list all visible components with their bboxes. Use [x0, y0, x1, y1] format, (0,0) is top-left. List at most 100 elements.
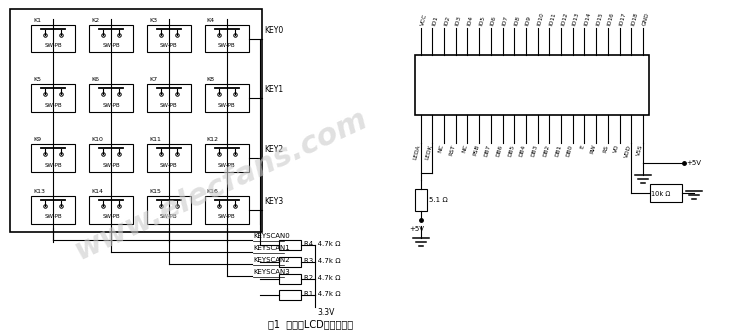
Text: IO7: IO7 [502, 15, 509, 27]
Text: K10: K10 [91, 137, 103, 142]
Text: K4: K4 [207, 17, 214, 23]
Text: IO9: IO9 [525, 15, 533, 27]
Text: KEYSCAN1: KEYSCAN1 [254, 245, 290, 251]
Text: K2: K2 [91, 17, 99, 23]
Bar [89, 25, 133, 52]
Text: KEYSCAN2: KEYSCAN2 [254, 257, 290, 263]
Text: IO2: IO2 [443, 15, 450, 27]
Text: IO15: IO15 [595, 12, 603, 27]
Text: IO13: IO13 [572, 12, 580, 27]
Text: IO5: IO5 [478, 15, 485, 27]
Text: K14: K14 [91, 189, 103, 194]
Text: IO17: IO17 [619, 12, 627, 27]
Text: K12: K12 [207, 137, 219, 142]
Text: K1: K1 [33, 17, 42, 23]
Text: NC: NC [438, 144, 445, 154]
Text: R2  4.7k Ω: R2 4.7k Ω [304, 275, 341, 281]
Bar [415, 189, 427, 211]
Text: DB3: DB3 [531, 144, 539, 157]
Text: SW-PB: SW-PB [160, 214, 177, 219]
Text: DB7: DB7 [484, 144, 492, 157]
Text: R1  4.7k Ω: R1 4.7k Ω [304, 291, 341, 297]
Text: RST: RST [449, 144, 457, 156]
Text: K16: K16 [207, 189, 219, 194]
Bar [10, 9, 263, 232]
Bar [205, 144, 249, 172]
Text: K13: K13 [33, 189, 45, 194]
Bar [205, 84, 249, 112]
Text: K11: K11 [149, 137, 161, 142]
Bar [89, 84, 133, 112]
Text: SW-PB: SW-PB [218, 103, 235, 108]
Text: 3.3V: 3.3V [318, 308, 335, 318]
Text: SW-PB: SW-PB [102, 163, 120, 168]
Bar [280, 291, 301, 300]
Text: R3  4.7k Ω: R3 4.7k Ω [304, 258, 341, 264]
Text: KEYSCAN0: KEYSCAN0 [254, 233, 290, 239]
Text: PSB: PSB [473, 144, 480, 156]
Text: DB1: DB1 [554, 144, 562, 157]
Text: 10k Ω: 10k Ω [651, 191, 671, 197]
Text: 图1  键盘和LCD接口电路图: 图1 键盘和LCD接口电路图 [268, 319, 352, 329]
Text: VCC: VCC [420, 13, 427, 27]
Text: IO16: IO16 [607, 12, 615, 27]
Text: SW-PB: SW-PB [102, 214, 120, 219]
Text: IO12: IO12 [560, 12, 568, 27]
Text: IO18: IO18 [630, 12, 639, 27]
Text: K5: K5 [33, 77, 42, 82]
Text: K8: K8 [207, 77, 214, 82]
Text: K6: K6 [91, 77, 99, 82]
Text: SW-PB: SW-PB [218, 43, 235, 48]
Bar [31, 196, 75, 224]
Text: K7: K7 [149, 77, 157, 82]
Text: SW-PB: SW-PB [160, 103, 177, 108]
Text: 5.1 Ω: 5.1 Ω [429, 197, 447, 203]
Text: K15: K15 [149, 189, 161, 194]
Text: RS: RS [602, 144, 609, 153]
Text: SW-PB: SW-PB [45, 163, 62, 168]
Text: K3: K3 [149, 17, 157, 23]
Text: +5V: +5V [409, 226, 424, 232]
Text: SW-PB: SW-PB [160, 163, 177, 168]
Bar [205, 25, 249, 52]
Bar [415, 55, 649, 115]
Text: IO11: IO11 [548, 12, 556, 27]
Text: R4  4.7k Ω: R4 4.7k Ω [304, 241, 341, 247]
Bar [280, 257, 301, 266]
Text: SW-PB: SW-PB [45, 43, 62, 48]
Text: KEYSCAN3: KEYSCAN3 [254, 268, 290, 275]
Text: www.elecfans.com: www.elecfans.com [70, 104, 372, 266]
Bar [31, 144, 75, 172]
Text: VSS: VSS [636, 144, 644, 157]
Text: E: E [580, 144, 585, 149]
Text: VDD: VDD [624, 144, 632, 158]
Text: SW-PB: SW-PB [102, 43, 120, 48]
Text: KEY2: KEY2 [264, 145, 283, 154]
Text: IO4: IO4 [467, 15, 474, 27]
Bar [147, 144, 191, 172]
Text: KEY1: KEY1 [264, 85, 283, 94]
Text: LEDA: LEDA [413, 144, 421, 160]
Text: SW-PB: SW-PB [45, 214, 62, 219]
Text: IO8: IO8 [513, 15, 521, 27]
Text: SW-PB: SW-PB [218, 214, 235, 219]
Bar [89, 196, 133, 224]
Text: RW: RW [590, 144, 597, 155]
Text: DB4: DB4 [519, 144, 527, 157]
Text: NC: NC [462, 144, 468, 154]
Bar [147, 84, 191, 112]
Text: DB0: DB0 [566, 144, 574, 157]
Text: LEDK: LEDK [424, 144, 433, 160]
Bar [89, 144, 133, 172]
Text: KEY3: KEY3 [264, 197, 283, 206]
Text: IO3: IO3 [455, 15, 462, 27]
Text: IO6: IO6 [490, 16, 497, 27]
Bar [147, 196, 191, 224]
Text: IO1: IO1 [431, 16, 439, 27]
Text: IO10: IO10 [536, 12, 545, 27]
Text: SW-PB: SW-PB [102, 103, 120, 108]
Bar [280, 274, 301, 284]
Text: VO: VO [614, 144, 620, 154]
Bar [280, 240, 301, 250]
Text: KEY0: KEY0 [264, 26, 283, 35]
